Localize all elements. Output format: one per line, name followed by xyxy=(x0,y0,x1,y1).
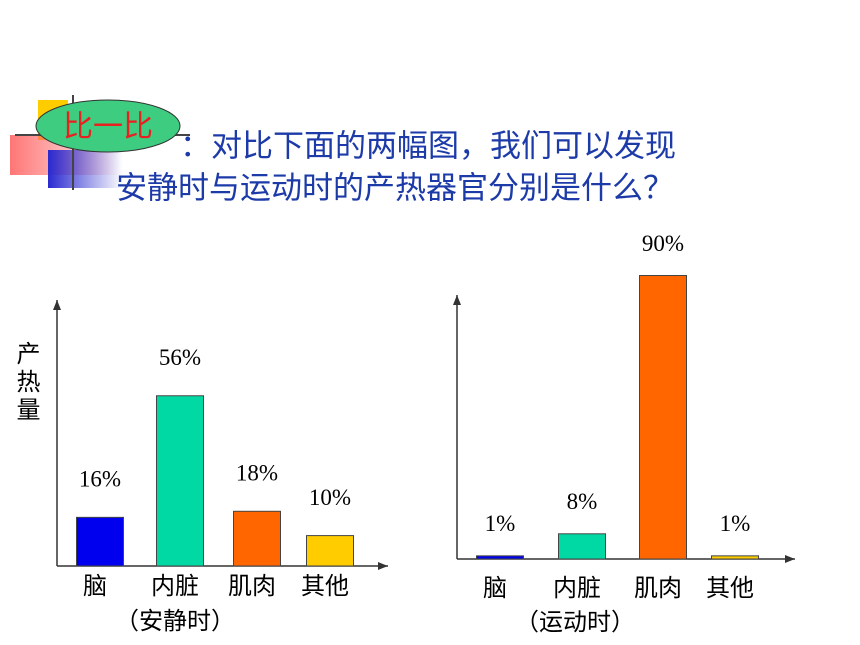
x-tick-label: 脑 xyxy=(83,572,107,600)
value-label: 16% xyxy=(79,467,121,492)
bar xyxy=(233,510,281,567)
x-axis-label: （运动时） xyxy=(515,608,635,636)
axis-arrow xyxy=(53,300,61,310)
badge-text: 比一比 xyxy=(63,110,153,145)
bar xyxy=(711,555,759,560)
value-label: 1% xyxy=(720,511,751,536)
bar xyxy=(156,395,204,567)
axis-arrow xyxy=(453,295,461,305)
value-label: 56% xyxy=(159,345,201,370)
x-tick-label: 内脏 xyxy=(553,574,601,602)
title-line: 安静时与运动时的产热器官分别是什么？ xyxy=(116,171,674,207)
value-label: 18% xyxy=(236,461,278,486)
bar xyxy=(558,533,606,560)
x-tick-label: 肌肉 xyxy=(634,574,682,602)
badge-decoration xyxy=(10,95,190,190)
bar xyxy=(639,275,687,560)
x-axis-label: （安静时） xyxy=(115,607,235,635)
value-label: 1% xyxy=(485,511,516,536)
x-tick-label: 肌肉 xyxy=(228,572,276,600)
value-label: 90% xyxy=(642,231,684,256)
bar xyxy=(76,516,124,567)
axis-arrow xyxy=(785,555,795,563)
bar xyxy=(476,555,524,560)
bar xyxy=(306,535,354,567)
x-tick-label: 其他 xyxy=(706,574,754,602)
title-line: ：对比下面的两幅图，我们可以发现 xyxy=(180,129,676,165)
axis-arrow xyxy=(378,562,388,570)
value-label: 10% xyxy=(309,485,351,510)
x-tick-label: 脑 xyxy=(483,574,507,602)
y-axis-label: 产热量 xyxy=(12,341,40,425)
x-tick-label: 其他 xyxy=(301,572,349,600)
value-label: 8% xyxy=(567,489,598,514)
x-tick-label: 内脏 xyxy=(151,572,199,600)
